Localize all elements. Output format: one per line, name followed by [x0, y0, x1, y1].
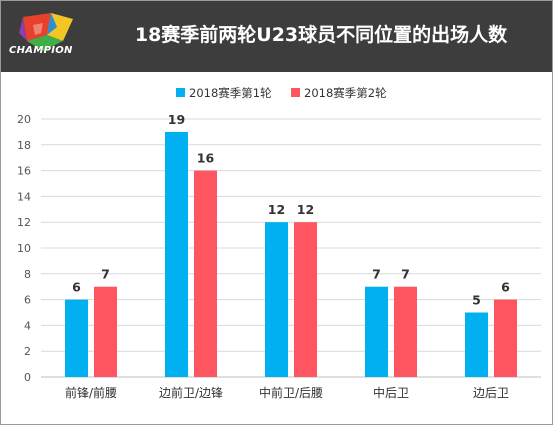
y-tick-label: 18	[17, 139, 31, 152]
data-label: 7	[372, 267, 381, 282]
y-tick-label: 0	[24, 371, 31, 384]
x-tick-label: 前锋/前腰	[65, 385, 117, 400]
logo-text: CHAMPION	[9, 45, 73, 56]
data-label: 5	[472, 293, 481, 308]
bar-2-4	[494, 299, 517, 377]
y-tick-label: 16	[17, 165, 31, 178]
data-label: 7	[101, 267, 110, 282]
data-label: 12	[268, 202, 285, 217]
legend-swatch-1	[176, 88, 185, 97]
x-tick-label: 边后卫	[473, 386, 509, 400]
bar-1-3	[365, 286, 388, 377]
legend-label: 2018赛季第1轮	[189, 86, 272, 100]
y-tick-label: 4	[24, 319, 31, 332]
legend-label: 2018赛季第2轮	[304, 86, 387, 100]
y-tick-label: 14	[17, 190, 31, 203]
bar-chart: 0 2 4 6 8 10 12 14 16 18 20 6 7 前锋/前腰 19 16 边前卫/边锋 12 12 中前…	[17, 86, 541, 400]
bar-2-2	[294, 222, 317, 377]
data-label: 6	[501, 280, 510, 295]
legend-swatch-2	[291, 88, 300, 97]
y-tick-label: 8	[24, 268, 31, 281]
y-tick-label: 6	[24, 294, 31, 307]
x-tick-label: 中前卫/后腰	[259, 385, 323, 400]
chart-title: 18赛季前两轮U23球员不同位置的出场人数	[134, 24, 508, 46]
data-label: 6	[72, 280, 81, 295]
bar-1-2	[265, 222, 288, 377]
y-tick-label: 10	[17, 242, 31, 255]
champion-logo-icon	[19, 13, 73, 51]
x-tick-label: 中后卫	[373, 385, 409, 400]
y-tick-label: 2	[24, 345, 31, 358]
bar-2-1	[194, 170, 217, 377]
y-tick-label: 12	[17, 216, 31, 229]
data-label: 16	[197, 151, 215, 166]
y-tick-label: 20	[17, 113, 31, 126]
bar-1-4	[465, 312, 488, 377]
x-tick-label: 边前卫/边锋	[159, 385, 223, 400]
bar-2-0	[94, 286, 117, 377]
header-bar: CHAMPION 18赛季前两轮U23球员不同位置的出场人数	[1, 1, 552, 72]
data-label: 19	[168, 112, 185, 127]
bar-2-3	[394, 286, 417, 377]
bar-1-0	[65, 299, 88, 377]
bar-1-1	[165, 131, 188, 377]
data-label: 12	[297, 202, 314, 217]
data-label: 7	[401, 267, 410, 282]
